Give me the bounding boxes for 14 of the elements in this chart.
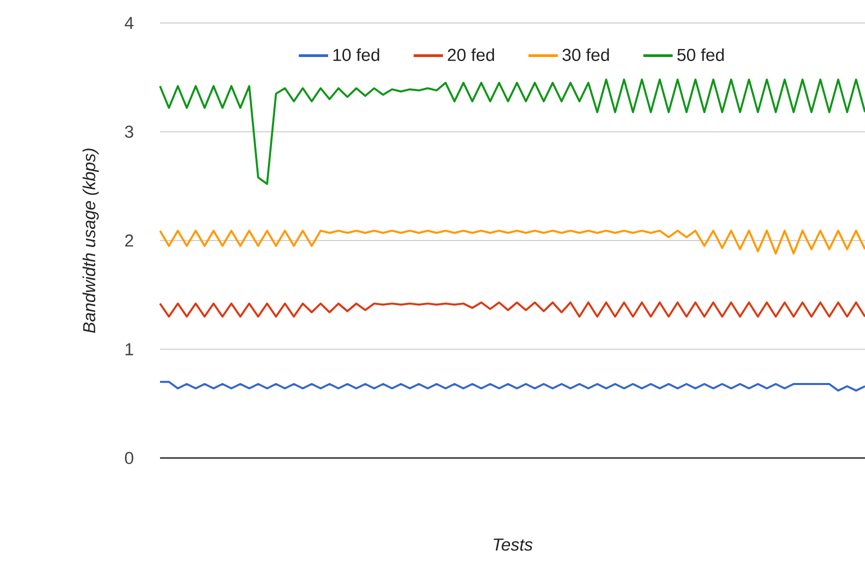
- legend-label: 30 fed: [562, 48, 609, 62]
- line-series: [159, 301, 865, 318]
- y-tick-label: 2: [125, 234, 134, 247]
- y-tick-label: 3: [124, 126, 134, 138]
- legend-label: 10 fed: [333, 48, 380, 62]
- x-axis-title: Tests: [494, 538, 533, 551]
- legend-label: 50 fed: [677, 48, 724, 62]
- y-axis-title: Bandwidth usage (kbps): [82, 148, 99, 333]
- y-tick-label: 4: [124, 17, 134, 29]
- line-series: [159, 230, 865, 255]
- legend-label: 20 fed: [448, 48, 494, 62]
- y-tick-label: 0: [124, 452, 134, 464]
- line-series: [159, 78, 865, 185]
- y-tick-label: 1: [126, 343, 134, 356]
